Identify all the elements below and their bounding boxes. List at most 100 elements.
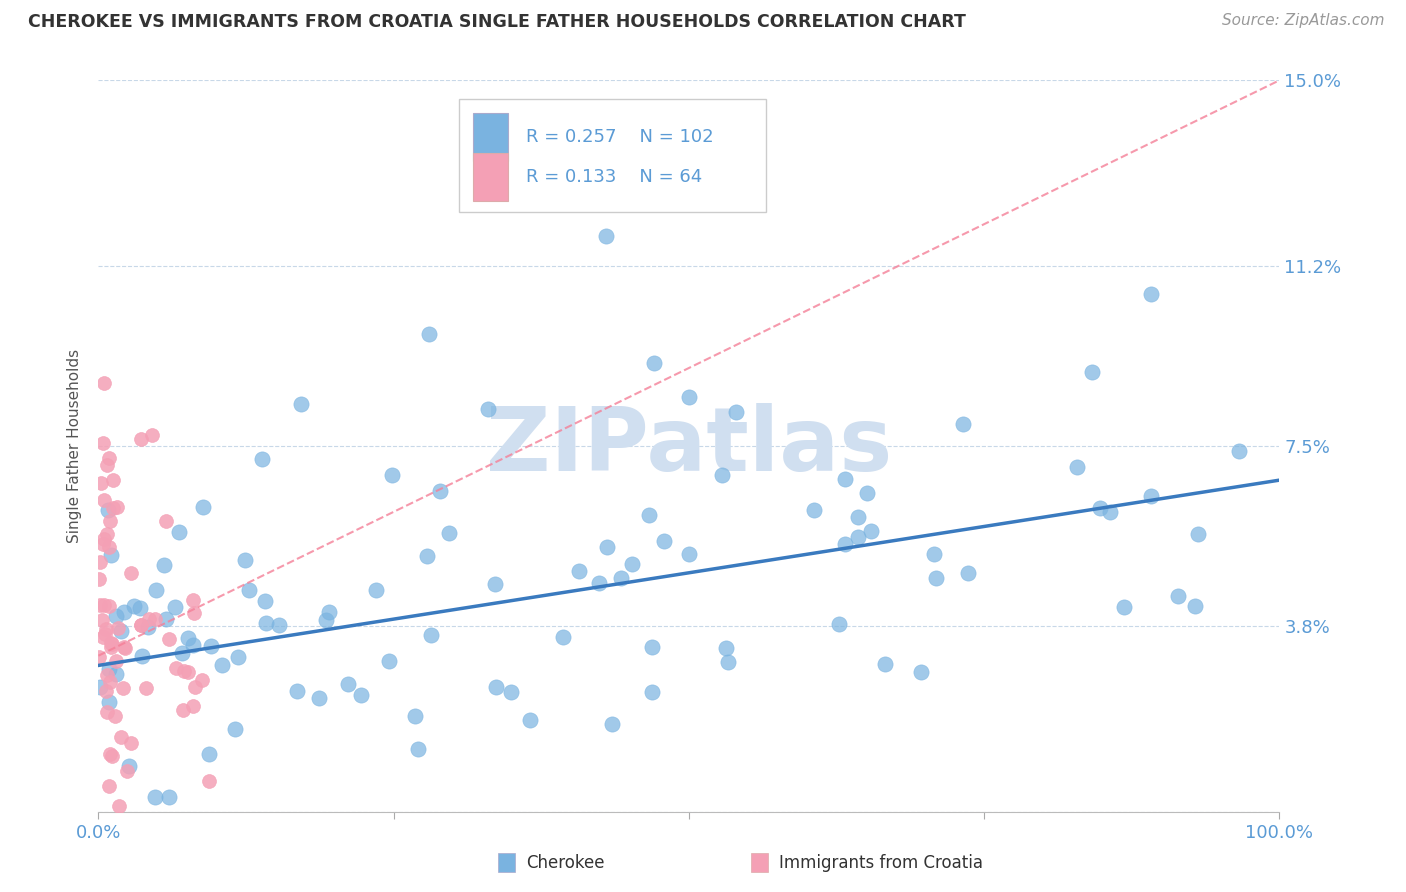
Point (318, 605, 340, 619)
Point (415, 549, 437, 563)
Point (122, 599, 145, 613)
Point (873, 657, 896, 672)
Point (129, 432, 152, 446)
Point (111, 681, 134, 695)
Point (834, 536, 856, 550)
Point (87, 572, 110, 586)
Point (91, 537, 114, 551)
Point (165, 661, 187, 675)
FancyBboxPatch shape (458, 99, 766, 212)
Text: Immigrants from Croatia: Immigrants from Croatia (779, 854, 983, 871)
Point (952, 417, 974, 432)
Point (652, 534, 675, 549)
Point (193, 500, 215, 514)
Point (290, 397, 312, 411)
Point (710, 468, 733, 483)
Point (181, 698, 204, 713)
Point (89, 649, 111, 664)
Point (406, 742, 429, 756)
Point (252, 451, 274, 466)
Point (110, 624, 132, 638)
Point (141, 428, 163, 442)
Point (596, 540, 619, 554)
Point (101, 473, 124, 487)
Point (1187, 527, 1209, 541)
Point (925, 571, 948, 585)
Point (118, 759, 141, 773)
Point (233, 553, 256, 567)
Point (1066, 460, 1088, 475)
Point (112, 640, 135, 654)
Point (96, 684, 118, 698)
Point (145, 583, 167, 598)
Point (198, 747, 221, 761)
Point (595, 229, 617, 244)
Point (120, 566, 142, 581)
Point (89, 681, 111, 695)
Point (846, 509, 869, 524)
Point (96, 526, 118, 541)
Point (439, 526, 461, 541)
Point (163, 599, 186, 614)
Point (419, 628, 441, 642)
Point (93, 599, 115, 613)
Point (643, 356, 665, 370)
Point (93, 532, 115, 546)
Point (429, 484, 451, 499)
Point (198, 774, 221, 789)
Point (922, 547, 945, 561)
Point (107, 799, 129, 814)
Point (267, 618, 290, 632)
Point (1167, 589, 1189, 603)
Point (89, 556, 111, 570)
Point (910, 665, 932, 679)
Point (184, 680, 207, 694)
Point (366, 582, 388, 597)
Point (93, 493, 115, 508)
Point (129, 618, 152, 632)
Point (173, 665, 195, 679)
Point (484, 577, 506, 591)
Point (157, 790, 180, 805)
Point (143, 612, 166, 626)
Point (129, 600, 152, 615)
Point (418, 326, 440, 341)
Point (183, 606, 205, 620)
Point (155, 514, 177, 528)
Point (501, 684, 523, 698)
Point (238, 583, 260, 598)
Point (834, 472, 856, 486)
Point (110, 731, 132, 745)
Point (1184, 599, 1206, 613)
Point (100, 548, 122, 562)
Point (100, 635, 122, 649)
Point (485, 680, 508, 694)
Point (641, 685, 664, 699)
Point (96, 458, 118, 472)
Point (107, 622, 129, 636)
Y-axis label: Single Father Households: Single Father Households (67, 349, 83, 543)
Text: ZIPatlas: ZIPatlas (486, 402, 891, 490)
Point (803, 502, 825, 516)
Point (157, 632, 180, 646)
Point (172, 646, 194, 660)
Point (637, 508, 659, 523)
Point (724, 404, 747, 418)
Point (172, 703, 194, 717)
Point (105, 666, 128, 681)
Point (117, 764, 139, 779)
Point (1140, 489, 1163, 503)
Point (131, 648, 153, 663)
Point (114, 640, 136, 655)
Point (96, 705, 118, 719)
Point (98, 695, 121, 709)
Point (378, 654, 401, 668)
Point (859, 524, 882, 538)
Point (1099, 505, 1122, 519)
Point (553, 630, 575, 644)
Point (1139, 286, 1161, 301)
Point (226, 649, 249, 664)
Point (129, 618, 152, 632)
Point (104, 609, 127, 624)
Point (98, 514, 121, 528)
